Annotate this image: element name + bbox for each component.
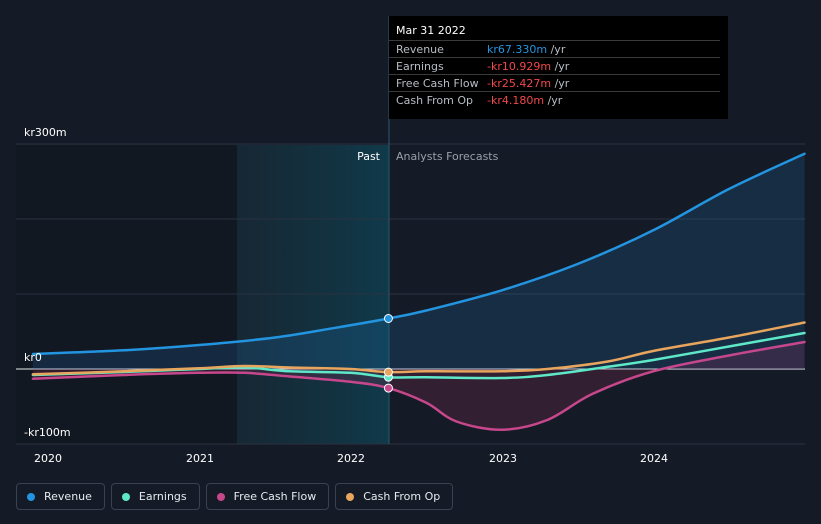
y-tick-label-bottom: -kr100m <box>24 426 71 439</box>
revenue-marker <box>383 314 393 324</box>
legend-label: Earnings <box>138 490 187 503</box>
revenue-dot-icon <box>27 492 35 501</box>
cash-from-op-dot-icon <box>346 492 355 501</box>
tooltip: Mar 31 2022 Revenue kr67.330m /yr Earnin… <box>389 16 728 119</box>
legend-item-free-cash-flow[interactable]: Free Cash Flow <box>205 483 330 510</box>
tooltip-value: -kr10.929m /yr <box>487 60 570 73</box>
tooltip-value: -kr4.180m /yr <box>487 94 563 107</box>
legend-label: Revenue <box>44 490 92 503</box>
x-tick-label: 2020 <box>34 452 62 465</box>
tooltip-date: Mar 31 2022 <box>396 24 466 37</box>
earnings-dot-icon <box>121 492 130 501</box>
y-tick-label-zero: kr0 <box>24 351 42 364</box>
free-cash-flow-line <box>31 340 806 432</box>
series-areas <box>32 153 805 430</box>
legend-label: Cash From Op <box>363 490 441 503</box>
legend-item-revenue[interactable]: Revenue <box>16 483 105 510</box>
tooltip-row-earnings: Earnings -kr10.929m /yr <box>389 57 720 75</box>
forecast-label: Analysts Forecasts <box>396 150 499 163</box>
legend-label: Free Cash Flow <box>233 490 317 503</box>
legend-item-earnings[interactable]: Earnings <box>110 483 200 510</box>
free-cash-flow-dot-icon <box>216 492 225 501</box>
y-tick-label-top: kr300m <box>24 126 67 139</box>
tooltip-label: Cash From Op <box>396 94 474 107</box>
tooltip-value: -kr25.427m /yr <box>487 77 570 90</box>
tooltip-label: Revenue <box>396 43 444 56</box>
free-cash-flow-marker <box>383 383 393 393</box>
past-label: Past <box>357 150 380 163</box>
cash-from-op-line <box>31 321 806 376</box>
x-tick-label: 2023 <box>489 452 517 465</box>
x-tick-label: 2021 <box>186 452 214 465</box>
x-tick-label: 2022 <box>337 452 365 465</box>
revenue-area <box>32 153 805 369</box>
x-tick-label: 2024 <box>640 452 668 465</box>
tooltip-row-cash-from-op: Cash From Op -kr4.180m /yr <box>389 91 720 109</box>
tooltip-label: Free Cash Flow <box>396 77 479 90</box>
hover-markers <box>383 314 393 393</box>
cash-from-op-marker <box>383 367 393 377</box>
tooltip-row-revenue: Revenue kr67.330m /yr <box>389 40 720 58</box>
tooltip-row-free-cash-flow: Free Cash Flow -kr25.427m /yr <box>389 74 720 92</box>
free-cash-flow-area <box>32 342 805 430</box>
tooltip-label: Earnings <box>396 60 444 73</box>
revenue-line <box>31 152 806 356</box>
legend-item-cash-from-op[interactable]: Cash From Op <box>335 483 454 510</box>
legend: Revenue Earnings Free Cash Flow Cash Fro… <box>16 483 454 510</box>
series-lines <box>31 152 806 432</box>
tooltip-value: kr67.330m /yr <box>487 43 566 56</box>
